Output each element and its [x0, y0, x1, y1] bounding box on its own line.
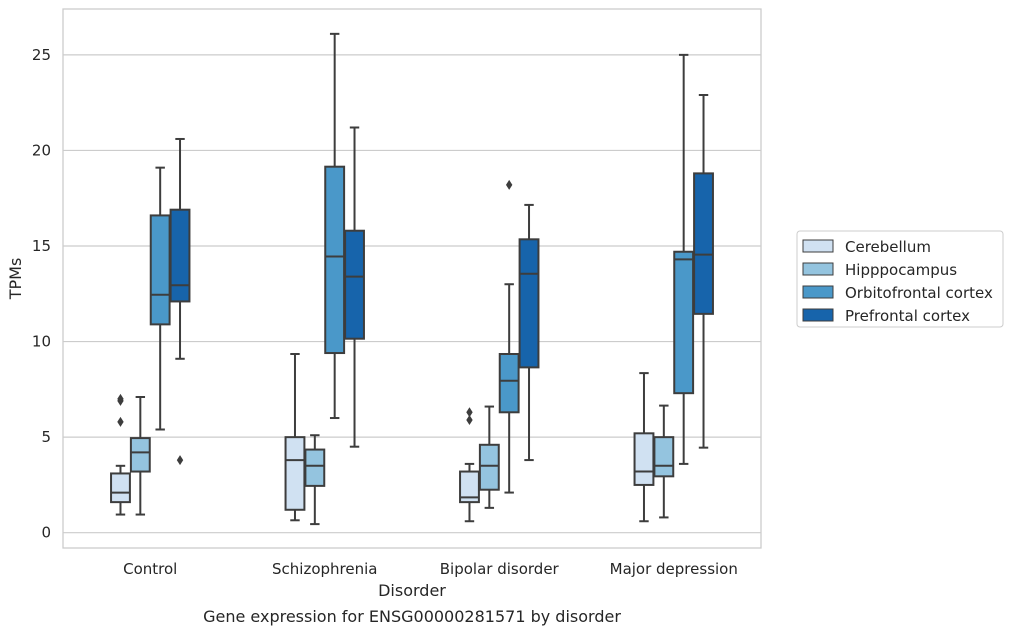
outlier-point — [466, 414, 473, 425]
legend-entry-label: Orbitofrontal cortex — [845, 284, 993, 302]
box-prefrontal-cortex-3 — [693, 94, 714, 449]
box-iqr — [169, 208, 191, 303]
box-iqr — [498, 352, 520, 414]
box-orbitofrontal-cortex-0 — [149, 166, 171, 431]
x-tick-label: Bipolar disorder — [440, 560, 560, 578]
legend-swatch — [802, 285, 834, 299]
box-iqr — [344, 229, 365, 340]
y-axis-label: TPMs — [6, 258, 25, 301]
legend-swatch — [802, 262, 834, 276]
box-iqr — [110, 472, 131, 504]
box-orbitofrontal-cortex-2 — [498, 179, 520, 494]
legend-swatch — [802, 308, 834, 322]
box-orbitofrontal-cortex-1 — [324, 32, 346, 420]
box-iqr — [693, 172, 714, 315]
plot-frame — [62, 8, 762, 549]
y-tick-label: 25 — [32, 46, 51, 64]
box-iqr — [653, 436, 675, 478]
outlier-point — [466, 407, 473, 418]
box-cerebellum-3 — [633, 372, 655, 523]
x-tick-label: Control — [123, 560, 177, 578]
legend-swatch — [802, 239, 834, 253]
y-tick-label: 10 — [32, 333, 51, 351]
box-hipppocampus-2 — [478, 405, 500, 509]
box-iqr — [324, 165, 346, 355]
box-cerebellum-2 — [459, 407, 480, 523]
x-tick-labels: Control Schizophrenia Bipolar disorder Majo… — [123, 560, 738, 578]
chart-caption: Gene expression for ENSG00000281571 by d… — [203, 607, 621, 626]
legend-entry-label: Cerebellum — [845, 238, 931, 256]
legend: Cerebellum Hipppocampus Orbitofrontal cort… — [796, 230, 1004, 328]
x-axis-label: Disorder — [378, 581, 446, 600]
box-iqr — [129, 437, 151, 473]
box-iqr — [673, 250, 695, 395]
legend-entry-label: Prefrontal cortex — [845, 307, 970, 325]
outlier-point — [117, 393, 124, 404]
box-hipppocampus-1 — [304, 434, 326, 526]
outlier-point — [176, 455, 184, 466]
box-cerebellum-0 — [110, 393, 131, 516]
box-iqr — [304, 448, 326, 487]
box-iqr — [284, 436, 306, 511]
box-prefrontal-cortex-1 — [344, 126, 365, 448]
box-hipppocampus-3 — [653, 404, 675, 519]
box-plot-marks — [110, 32, 714, 526]
box-iqr — [478, 443, 500, 491]
legend-entry-label: Hipppocampus — [845, 261, 957, 279]
x-tick-label: Schizophrenia — [272, 560, 377, 578]
y-tick-label: 0 — [41, 524, 51, 542]
y-tick-label: 20 — [32, 141, 51, 159]
box-orbitofrontal-cortex-3 — [673, 53, 695, 465]
box-prefrontal-cortex-0 — [169, 137, 191, 466]
outlier-point — [117, 416, 124, 427]
y-tick-label: 5 — [41, 428, 51, 446]
legend-frame — [796, 230, 1004, 328]
x-tick-label: Major depression — [610, 560, 738, 578]
y-tick-labels: 0 5 10 15 20 25 — [32, 46, 51, 542]
outlier-point — [505, 179, 513, 190]
y-tick-label: 15 — [32, 237, 51, 255]
box-hipppocampus-0 — [129, 396, 151, 516]
box-cerebellum-1 — [284, 352, 306, 522]
box-iqr — [518, 238, 540, 369]
box-iqr — [633, 432, 655, 486]
box-prefrontal-cortex-2 — [518, 203, 540, 462]
box-iqr — [149, 214, 171, 326]
